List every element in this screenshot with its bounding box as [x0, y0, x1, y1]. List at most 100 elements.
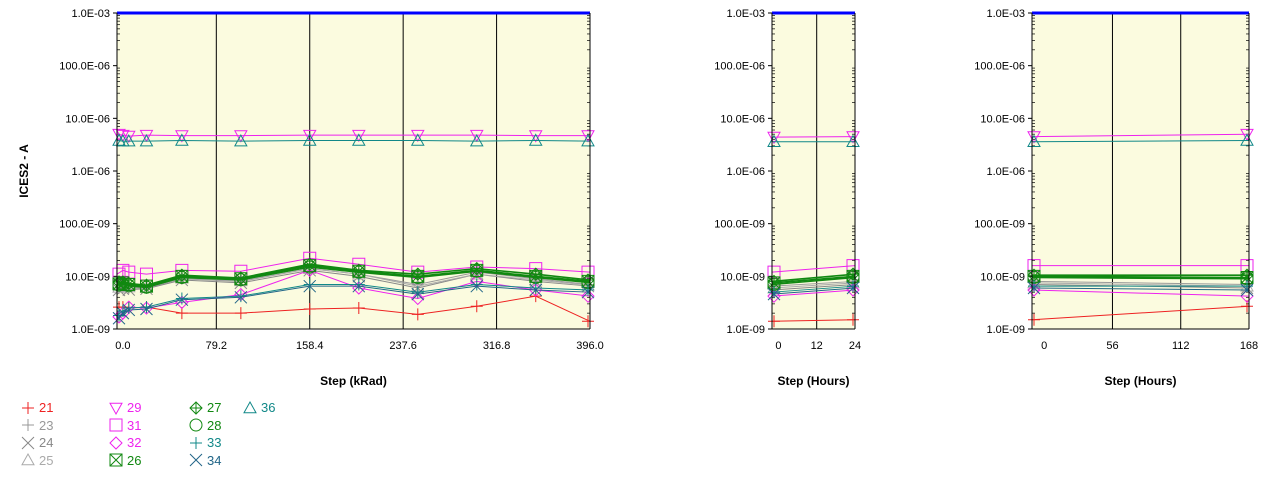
- data-point: [528, 130, 543, 143]
- data-point: [1027, 134, 1041, 148]
- data-point: [470, 279, 484, 293]
- data-point: [352, 279, 366, 293]
- data-point: [352, 302, 365, 315]
- series-31-line: [771, 265, 856, 273]
- legend-marker-29: [109, 402, 123, 415]
- data-point: [352, 278, 365, 291]
- data-point: [1028, 280, 1040, 293]
- data-point: [303, 279, 317, 293]
- data-point: [847, 280, 859, 293]
- data-point: [139, 134, 154, 147]
- x-axis-label: Step (kRad): [320, 374, 387, 388]
- x-tick-label: 316.8: [483, 340, 511, 352]
- legend-marker-28: [189, 418, 203, 432]
- series-21-line: [771, 319, 856, 322]
- data-point: [121, 130, 136, 144]
- series-21: [1028, 300, 1253, 326]
- data-point: [470, 264, 484, 278]
- legend-item-27: 27: [188, 399, 221, 416]
- data-point: [582, 284, 594, 297]
- data-point: [302, 129, 317, 143]
- legend-marker-shape: [109, 453, 123, 467]
- data-point: [410, 129, 425, 143]
- data-point: [470, 300, 483, 313]
- legend-item-29: 29: [108, 399, 141, 416]
- chart-panel-1: 1.0E-03 100.0E-06 10.0E-06 1.0E-06 100.0E-09…: [17, 8, 604, 388]
- data-point: [582, 315, 594, 328]
- x-tick-label: 79.2: [206, 340, 227, 352]
- series-29-line: [771, 136, 856, 138]
- data-point: [411, 291, 425, 306]
- series-25-line: [1031, 282, 1250, 287]
- series-34: [112, 279, 595, 325]
- legend-label: 23: [39, 417, 54, 433]
- legend-marker-shape: [109, 402, 123, 415]
- data-point: [410, 133, 425, 146]
- data-point: [768, 286, 780, 299]
- data-point: [175, 292, 188, 305]
- series-26-line: [1031, 275, 1250, 279]
- series-33: [1028, 280, 1253, 293]
- data-point: [581, 289, 595, 303]
- y-tick-label: 10.0E-06: [720, 113, 765, 125]
- legend-marker-shape: [190, 436, 202, 449]
- y-tick-label: 10.0E-06: [65, 113, 110, 125]
- y-tick-label: 1.0E-06: [726, 166, 765, 178]
- data-point: [1028, 313, 1040, 326]
- x-tick-label: 396.0: [576, 340, 604, 352]
- legend-label: 31: [127, 417, 142, 433]
- y-tick-label: 100.0E-06: [974, 61, 1025, 73]
- data-point: [122, 303, 136, 317]
- y-tick-label: 1.0E-06: [986, 166, 1025, 178]
- legend-label: 25: [39, 452, 54, 468]
- series-33: [768, 280, 859, 299]
- data-point: [351, 129, 366, 143]
- data-point: [529, 282, 542, 295]
- data-point: [303, 302, 316, 315]
- data-point: [234, 307, 247, 320]
- legend-label: 21: [39, 400, 54, 415]
- chart-panel-2: 1.0E-03 100.0E-06 10.0E-06 1.0E-06 100.0E-09…: [714, 8, 861, 388]
- x-tick-label: 0: [1041, 340, 1047, 352]
- series-24-line: [771, 283, 856, 291]
- series-27-line: [771, 273, 856, 283]
- data-point: [1027, 131, 1041, 144]
- x-axis-label: Step (Hours): [778, 374, 850, 388]
- series-31-line: [116, 257, 591, 275]
- series-21-line: [1031, 305, 1250, 321]
- data-point: [1240, 128, 1254, 142]
- x-tick-label: 24: [849, 340, 861, 352]
- data-point: [767, 131, 781, 145]
- data-point: [469, 134, 484, 147]
- data-point: [139, 129, 154, 143]
- data-point: [767, 134, 781, 148]
- legend-marker-shape: [21, 436, 35, 449]
- y-tick-label: 10.0E-06: [980, 113, 1025, 125]
- legend-label: 27: [207, 400, 222, 415]
- legend-marker-21: [22, 401, 34, 414]
- data-point: [234, 273, 248, 287]
- data-point: [352, 265, 366, 279]
- data-point: [351, 133, 366, 146]
- data-point: [846, 281, 860, 295]
- data-point: [122, 279, 136, 293]
- legend-item-24: 24: [20, 434, 53, 451]
- data-point: [1240, 133, 1254, 146]
- data-point: [303, 278, 316, 291]
- chart-panel-3: 1.0E-03 100.0E-06 10.0E-06 1.0E-06 100.0E-09…: [974, 8, 1258, 388]
- series-32-line: [1031, 289, 1250, 297]
- data-point: [767, 289, 781, 303]
- series-21: [768, 313, 859, 328]
- legend-marker-34: [189, 453, 203, 467]
- data-point: [112, 128, 126, 142]
- series-34-line: [1031, 287, 1250, 291]
- plot-area: [772, 13, 855, 329]
- legend-item-31: 31: [108, 417, 141, 434]
- y-tick-label: 1.0E-03: [986, 8, 1025, 20]
- data-point: [139, 280, 153, 294]
- legend-label: 36: [261, 400, 276, 415]
- legend-label: 34: [207, 452, 222, 468]
- data-point: [175, 293, 189, 307]
- data-point: [121, 134, 136, 147]
